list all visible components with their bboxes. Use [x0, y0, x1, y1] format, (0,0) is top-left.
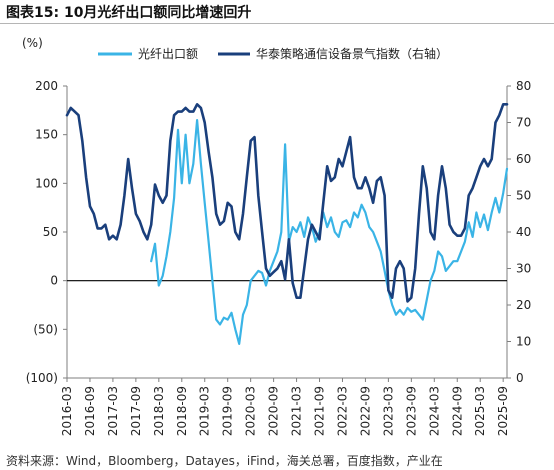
left-tick-label: (100) [26, 371, 58, 385]
x-tick-label: 2018-03 [152, 386, 166, 436]
left-tick-label: 50 [43, 225, 58, 239]
x-tick-label: 2025-09 [496, 386, 510, 436]
x-tick-label: 2021-09 [313, 386, 327, 436]
legend-label-index: 华泰策略通信设备景气指数（右轴） [256, 46, 448, 61]
right-tick-label: 10 [516, 335, 531, 349]
left-tick-label: 0 [50, 274, 58, 288]
x-tick-label: 2018-09 [175, 386, 189, 436]
left-tick-label: 200 [35, 79, 58, 93]
x-tick-label: 2021-03 [290, 386, 304, 436]
right-tick-label: 80 [516, 79, 531, 93]
x-tick-label: 2016-09 [83, 386, 97, 436]
x-tick-label: 2019-03 [198, 386, 212, 436]
left-axis-unit: (%) [22, 36, 43, 50]
axes: (%) (100) (50) 0 50 100 150 200 0 10 20 30 40 50 60 70 8… [22, 36, 531, 436]
series-lines [65, 103, 509, 345]
title-divider [0, 23, 554, 24]
x-tick-label: 2024-09 [450, 386, 464, 436]
x-tick-label: 2020-03 [244, 386, 258, 436]
x-tick-label: 2025-03 [473, 386, 487, 436]
x-tick-label: 2017-03 [106, 386, 120, 436]
left-tick-label: 100 [35, 176, 58, 190]
right-tick-label: 40 [516, 225, 531, 239]
left-tick-label: 150 [35, 128, 58, 142]
legend-label-export: 光纤出口额 [138, 47, 198, 61]
x-tick-label: 2017-09 [129, 386, 143, 436]
right-tick-label: 60 [516, 152, 531, 166]
right-tick-label: 30 [516, 262, 531, 276]
source-note: 资料来源：Wind，Bloomberg，Datayes，iFind，海关总署，百… [6, 454, 443, 468]
x-tick-label: 2019-09 [221, 386, 235, 436]
right-tick-label: 70 [516, 116, 531, 130]
x-tick-label: 2016-03 [60, 386, 74, 436]
left-tick-label: (50) [33, 322, 58, 336]
x-tick-label: 2022-09 [358, 386, 372, 436]
right-tick-label: 20 [516, 298, 531, 312]
export-growth-line [150, 119, 509, 345]
x-tick-label: 2020-09 [267, 386, 281, 436]
legend: 光纤出口额 华泰策略通信设备景气指数（右轴） [98, 46, 448, 61]
x-tick-label: 2022-03 [335, 386, 349, 436]
right-tick-label: 0 [516, 371, 524, 385]
figure-title: 图表15: 10月光纤出口额同比增速回升 [6, 5, 252, 21]
x-tick-label: 2024-03 [427, 386, 441, 436]
x-tick-label: 2023-03 [381, 386, 395, 436]
index-line [65, 103, 509, 303]
x-tick-label: 2023-09 [404, 386, 418, 436]
right-tick-label: 50 [516, 189, 531, 203]
